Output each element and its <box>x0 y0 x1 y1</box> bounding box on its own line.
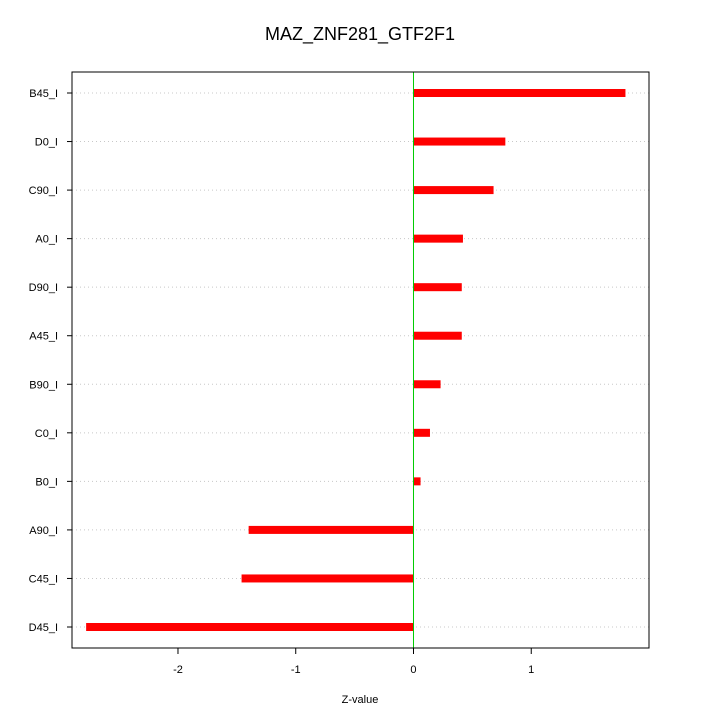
chart-title: MAZ_ZNF281_GTF2F1 <box>265 24 455 45</box>
y-tick-label: A90_I <box>29 525 58 537</box>
bars <box>86 89 626 631</box>
y-tick-label: D0_I <box>35 137 58 149</box>
plot-frame <box>71 71 650 649</box>
bar <box>413 137 506 146</box>
x-tick-label: 1 <box>528 664 534 676</box>
y-tick-label: D90_I <box>29 282 58 294</box>
y-tick-label: C0_I <box>35 428 58 440</box>
y-tick-label: B0_I <box>35 476 58 488</box>
bar <box>413 186 494 195</box>
bar <box>413 477 421 486</box>
x-tick-label: 0 <box>410 664 416 676</box>
y-tick-label: C45_I <box>29 573 58 585</box>
y-tick-label: B45_I <box>29 88 58 100</box>
y-axis: B45_I D0_I C90_I A0_I D90_I A45_I B90_I C0_I B0_… <box>29 88 72 634</box>
x-tick-label: -2 <box>173 664 183 676</box>
y-tick-label: A0_I <box>35 234 58 246</box>
bar <box>413 89 626 97</box>
y-tick-label: C90_I <box>29 185 58 197</box>
y-tick-label: D45_I <box>29 622 58 634</box>
bar <box>413 428 430 437</box>
x-axis-label: Z-value <box>342 694 379 706</box>
bar <box>413 331 462 340</box>
bar <box>241 574 414 583</box>
bar <box>86 623 414 631</box>
bar <box>413 283 462 292</box>
bar <box>248 525 414 534</box>
y-tick-label: B90_I <box>29 379 58 391</box>
grid-lines <box>72 92 649 628</box>
x-tick-label: -1 <box>291 664 301 676</box>
bar <box>413 380 441 389</box>
x-axis: -2 -1 0 1 <box>173 648 534 676</box>
bar <box>413 234 463 243</box>
y-tick-label: A45_I <box>29 331 58 343</box>
